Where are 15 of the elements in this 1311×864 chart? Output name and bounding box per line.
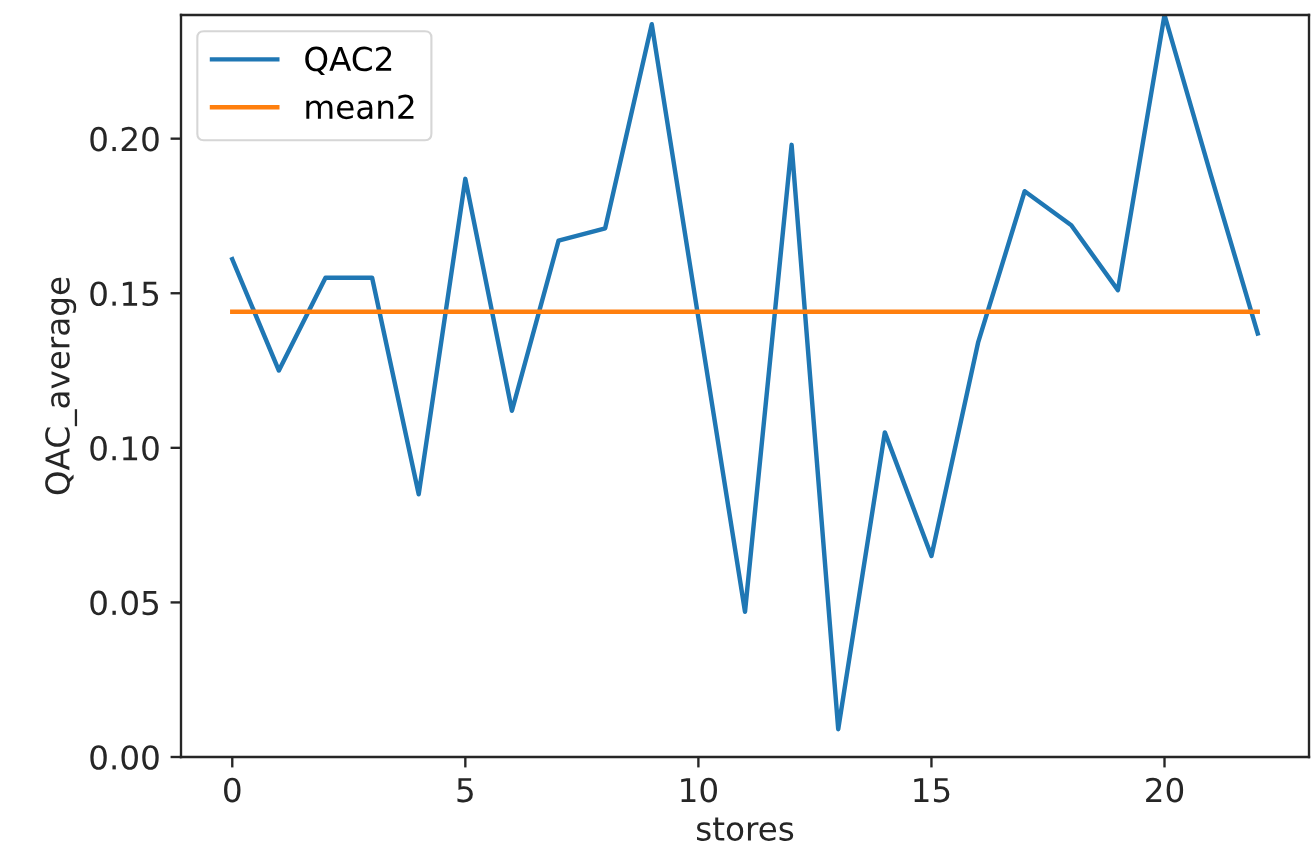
y-tick-label: 0.20 [90, 126, 159, 152]
y-tick-label: 0.05 [90, 590, 159, 616]
x-tick-label: 0 [224, 777, 241, 803]
x-axis-title: stores [697, 817, 794, 841]
y-tick-label: 0.00 [90, 745, 159, 770]
x-tick-label: 5 [457, 778, 473, 803]
legend-label: mean2 [306, 94, 414, 120]
line-series [230, 15, 1260, 732]
y-tick-label: 0.15 [90, 281, 159, 307]
legend-label: QAC2 [305, 46, 392, 76]
y-axis-title: QAC_average [45, 277, 78, 495]
x-tick-label: 20 [1146, 777, 1184, 803]
y-tick-label: 0.10 [90, 436, 159, 461]
x-tick-label: 15 [914, 778, 950, 803]
x-tick-label: 10 [681, 777, 717, 803]
